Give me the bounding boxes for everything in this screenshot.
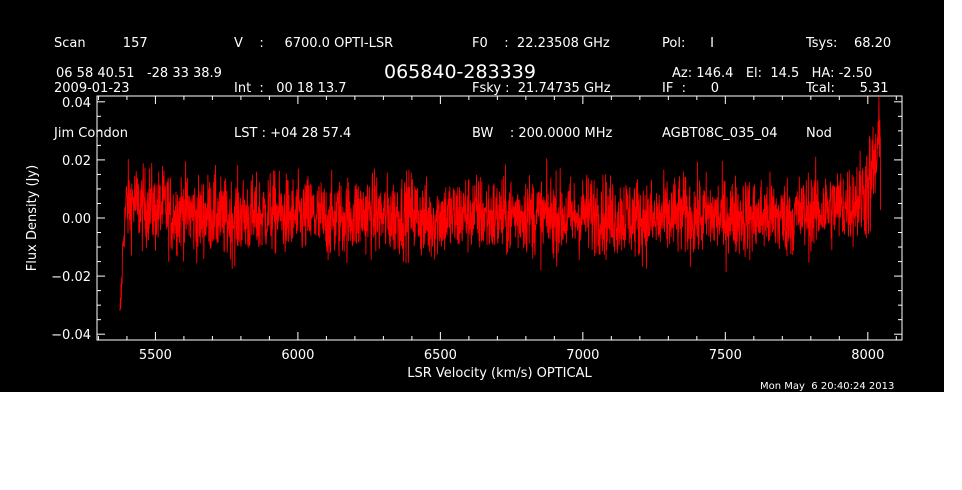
header-frequency-block: F0 : 22.23508 GHz Fsky : 21.74735 GHz BW… xyxy=(472,6,612,171)
spectrum-trace xyxy=(119,97,882,311)
header-system-block: Tsys: 68.20 Tcal: 5.31 Nod xyxy=(806,6,891,171)
plot-timestamp: Mon May 6 20:40:24 2013 xyxy=(760,381,895,392)
y-tick-label: 0.00 xyxy=(62,212,91,227)
observer-name: Jim Condon xyxy=(54,126,128,141)
source-name: 065840-283339 xyxy=(384,61,536,83)
header-polarization-block: Pol: I IF : 0 AGBT08C_035_04 xyxy=(662,6,778,171)
project-id: AGBT08C_035_04 xyxy=(662,126,778,141)
x-axis-label: LSR Velocity (km/s) OPTICAL xyxy=(407,366,592,381)
x-tick-label: 6000 xyxy=(281,348,314,363)
bandwidth: BW : 200.0000 MHz xyxy=(472,126,613,141)
scan-number: Scan 157 xyxy=(54,36,148,51)
y-tick-label: 0.04 xyxy=(62,96,91,111)
sky-frequency: Fsky : 21.74735 GHz xyxy=(472,81,611,96)
velocity-value: V : 6700.0 OPTI-LSR xyxy=(234,36,394,51)
x-tick-label: 6500 xyxy=(424,348,457,363)
x-tick-label: 7500 xyxy=(709,348,742,363)
y-tick-label: −0.02 xyxy=(51,270,91,285)
integration-time: Int : 00 18 13.7 xyxy=(234,81,347,96)
header-scan-block: Scan 157 2009-01-23 Jim Condon xyxy=(54,6,148,171)
lst-value: LST : +04 28 57.4 xyxy=(234,126,352,141)
axis-ticks: 5500 6000 6500 7000 7500 8000 −0.04 −0.02 0.00 0.… xyxy=(51,96,902,363)
y-tick-label: 0.02 xyxy=(62,154,91,169)
tcal-value: Tcal: 5.31 xyxy=(806,81,889,96)
rest-frequency: F0 : 22.23508 GHz xyxy=(472,36,610,51)
plot-frame xyxy=(96,95,903,341)
polarization: Pol: I xyxy=(662,36,714,51)
x-tick-label: 8000 xyxy=(851,348,884,363)
tsys-value: Tsys: 68.20 xyxy=(806,36,892,51)
spectrum-chart: 5500 6000 6500 7000 7500 8000 −0.04 −0.02 0.00 0.… xyxy=(25,95,903,381)
pointing-info: Az: 146.4 El: 14.5 HA: -2.50 xyxy=(672,66,873,81)
observation-date: 2009-01-23 xyxy=(54,81,130,96)
x-tick-label: 5500 xyxy=(139,348,172,363)
plot-panel: Scan 157 2009-01-23 Jim Condon V : 6700.… xyxy=(0,0,944,392)
y-tick-label: −0.04 xyxy=(51,328,91,343)
header-velocity-block: V : 6700.0 OPTI-LSR Int : 00 18 13.7 LST… xyxy=(234,6,393,171)
spectrum-trace-group xyxy=(119,97,882,311)
source-coordinates: 06 58 40.51 -28 33 38.9 xyxy=(56,66,222,81)
if-number: IF : 0 xyxy=(662,81,720,96)
switching-mode: Nod xyxy=(806,126,832,141)
x-tick-label: 7000 xyxy=(566,348,599,363)
y-axis-label: Flux Density (Jy) xyxy=(25,165,40,271)
